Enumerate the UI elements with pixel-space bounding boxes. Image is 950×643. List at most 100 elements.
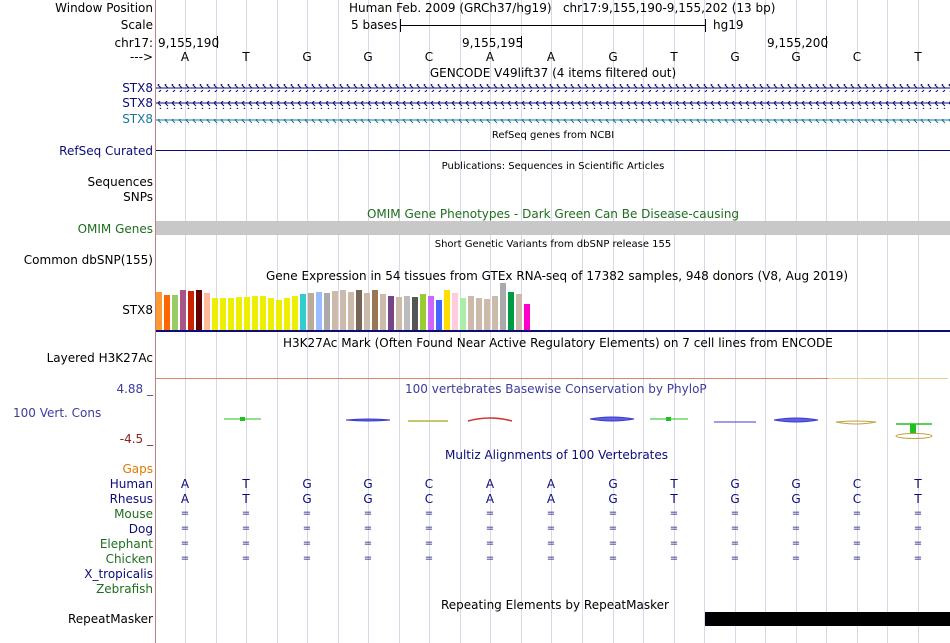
gtex-tissue-bar[interactable] <box>396 297 402 330</box>
gtex-tissue-bar[interactable] <box>212 298 218 330</box>
gtex-tissue-bar[interactable] <box>372 290 378 330</box>
transcript-stx8-1[interactable] <box>156 84 950 92</box>
gtex-tissue-bar[interactable] <box>420 294 426 330</box>
gtex-tissue-bar[interactable] <box>412 297 418 330</box>
gtex-tissue-bar[interactable] <box>196 290 202 330</box>
gridline-base <box>857 0 858 643</box>
h3k27ac-signal[interactable] <box>156 378 828 379</box>
base-10: G <box>730 50 740 64</box>
gtex-tissue-bar[interactable] <box>436 300 442 330</box>
match-marker: = <box>485 523 495 534</box>
gtex-tissue-bar[interactable] <box>508 292 514 330</box>
gtex-tissue-bar[interactable] <box>220 298 226 330</box>
transcript-stx8-3[interactable] <box>156 119 950 125</box>
gtex-tissue-bar[interactable] <box>348 292 354 330</box>
species-label-zebrafish[interactable]: Zebrafish <box>96 582 153 596</box>
vert-cons-label[interactable]: 100 Vert. Cons <box>13 406 102 420</box>
gtex-tissue-bar[interactable] <box>428 296 434 330</box>
gtex-tissue-bar[interactable] <box>236 297 242 330</box>
refseq-curated-label[interactable]: RefSeq Curated <box>59 144 153 158</box>
species-label-dog[interactable]: Dog <box>128 522 153 536</box>
gencode-transcripts[interactable] <box>156 81 950 125</box>
match-marker: = <box>669 523 679 534</box>
rhesus-base-10: G <box>730 492 740 506</box>
gtex-tissue-bar[interactable] <box>476 298 482 330</box>
gridline-boundary <box>826 0 827 643</box>
gtex-tissue-bar[interactable] <box>300 294 306 330</box>
gtex-tissue-bar[interactable] <box>516 294 522 330</box>
gtex-tissue-bar[interactable] <box>180 290 186 330</box>
scale-bar <box>400 25 705 26</box>
gtex-tissue-bar[interactable] <box>524 304 530 330</box>
phylop-G-mark <box>345 418 391 422</box>
gtex-tissue-bar[interactable] <box>332 291 338 330</box>
gtex-tissue-bar[interactable] <box>364 293 370 330</box>
refseq-curated-line[interactable] <box>156 150 950 151</box>
gtex-tissue-bar[interactable] <box>356 290 362 330</box>
gtex-tissue-bar[interactable] <box>268 298 274 330</box>
snps-label[interactable]: SNPs <box>123 190 153 204</box>
phylop-track-title: 100 vertebrates Basewise Conservation by… <box>405 382 707 396</box>
common-dbsnp-label[interactable]: Common dbSNP(155) <box>23 253 153 267</box>
gtex-tissue-bar[interactable] <box>308 293 314 330</box>
gene-label-stx8-3[interactable]: STX8 <box>122 112 153 126</box>
species-label-chicken[interactable]: Chicken <box>105 552 153 566</box>
species-label-mouse[interactable]: Mouse <box>114 507 153 521</box>
sequences-label[interactable]: Sequences <box>87 175 153 189</box>
base-13: T <box>914 50 922 64</box>
base-9: T <box>670 50 678 64</box>
phylop-G5-mark <box>773 417 819 423</box>
gtex-tissue-bar[interactable] <box>404 296 410 330</box>
coord-label-3: 9,155,200 <box>767 36 829 50</box>
gtex-tissue-bar[interactable] <box>204 293 210 330</box>
gridline-base <box>307 0 308 643</box>
repeatmasker-track-title: Repeating Elements by RepeatMasker <box>441 598 669 612</box>
omim-gene-bar[interactable] <box>156 221 950 235</box>
species-label-human[interactable]: Human <box>109 477 153 491</box>
gtex-tissue-bar[interactable] <box>188 291 194 330</box>
gaps-label[interactable]: Gaps <box>122 462 153 476</box>
gtex-tissue-bar[interactable] <box>156 292 162 330</box>
gtex-tissue-bar[interactable] <box>388 296 394 330</box>
species-label-elephant[interactable]: Elephant <box>99 537 153 551</box>
gtex-tissue-bar[interactable] <box>284 298 290 330</box>
repeatmasker-label[interactable]: RepeatMasker <box>67 612 153 626</box>
position-text: Human Feb. 2009 (GRCh37/hg19) chr17:9,15… <box>349 1 776 15</box>
gtex-tissue-bar[interactable] <box>252 296 258 330</box>
gtex-tissue-bar[interactable] <box>228 298 234 330</box>
gtex-tissue-bar[interactable] <box>172 295 178 330</box>
species-label-x-tropicalis[interactable]: X_tropicalis <box>84 567 153 581</box>
match-marker: = <box>546 538 556 549</box>
phylop-T2-mark <box>650 417 688 421</box>
gtex-tissue-bar[interactable] <box>444 290 450 330</box>
gtex-tissue-bar[interactable] <box>164 295 170 330</box>
gtex-tissue-bar[interactable] <box>244 297 250 330</box>
phylop-conservation-plot[interactable] <box>156 400 950 444</box>
gtex-tissue-bar[interactable] <box>484 299 490 330</box>
gtex-tissue-bar[interactable] <box>492 296 498 330</box>
phylop-T3-mark <box>895 423 933 439</box>
dbsnp-track-title: Short Genetic Variants from dbSNP releas… <box>434 239 672 250</box>
gtex-tissue-bar[interactable] <box>260 296 266 330</box>
gtex-tissue-bar[interactable] <box>500 283 506 330</box>
gtex-tissue-bar[interactable] <box>468 296 474 330</box>
gtex-tissue-bar[interactable] <box>340 290 346 330</box>
gtex-tissue-bar[interactable] <box>452 293 458 330</box>
gtex-tissue-bar[interactable] <box>276 300 282 330</box>
gtex-tissue-bar[interactable] <box>324 293 330 330</box>
gtex-tissue-bar[interactable] <box>292 296 298 330</box>
gtex-tissue-bar[interactable] <box>316 292 322 330</box>
transcript-stx8-2[interactable] <box>156 101 950 109</box>
phylop-C2-mark <box>835 420 877 425</box>
gtex-tissue-bar[interactable] <box>380 294 386 330</box>
rhesus-base-6: A <box>485 492 495 506</box>
gtex-gene-label[interactable]: STX8 <box>122 303 153 317</box>
layered-h3k27ac-label[interactable]: Layered H3K27Ac <box>46 351 153 365</box>
repeat-element[interactable] <box>705 612 950 626</box>
omim-genes-label[interactable]: OMIM Genes <box>77 222 153 236</box>
gtex-tissue-bar[interactable] <box>460 298 466 330</box>
gene-label-stx8-1[interactable]: STX8 <box>122 81 153 95</box>
species-label-rhesus[interactable]: Rhesus <box>109 492 153 506</box>
gene-label-stx8-2[interactable]: STX8 <box>122 96 153 110</box>
